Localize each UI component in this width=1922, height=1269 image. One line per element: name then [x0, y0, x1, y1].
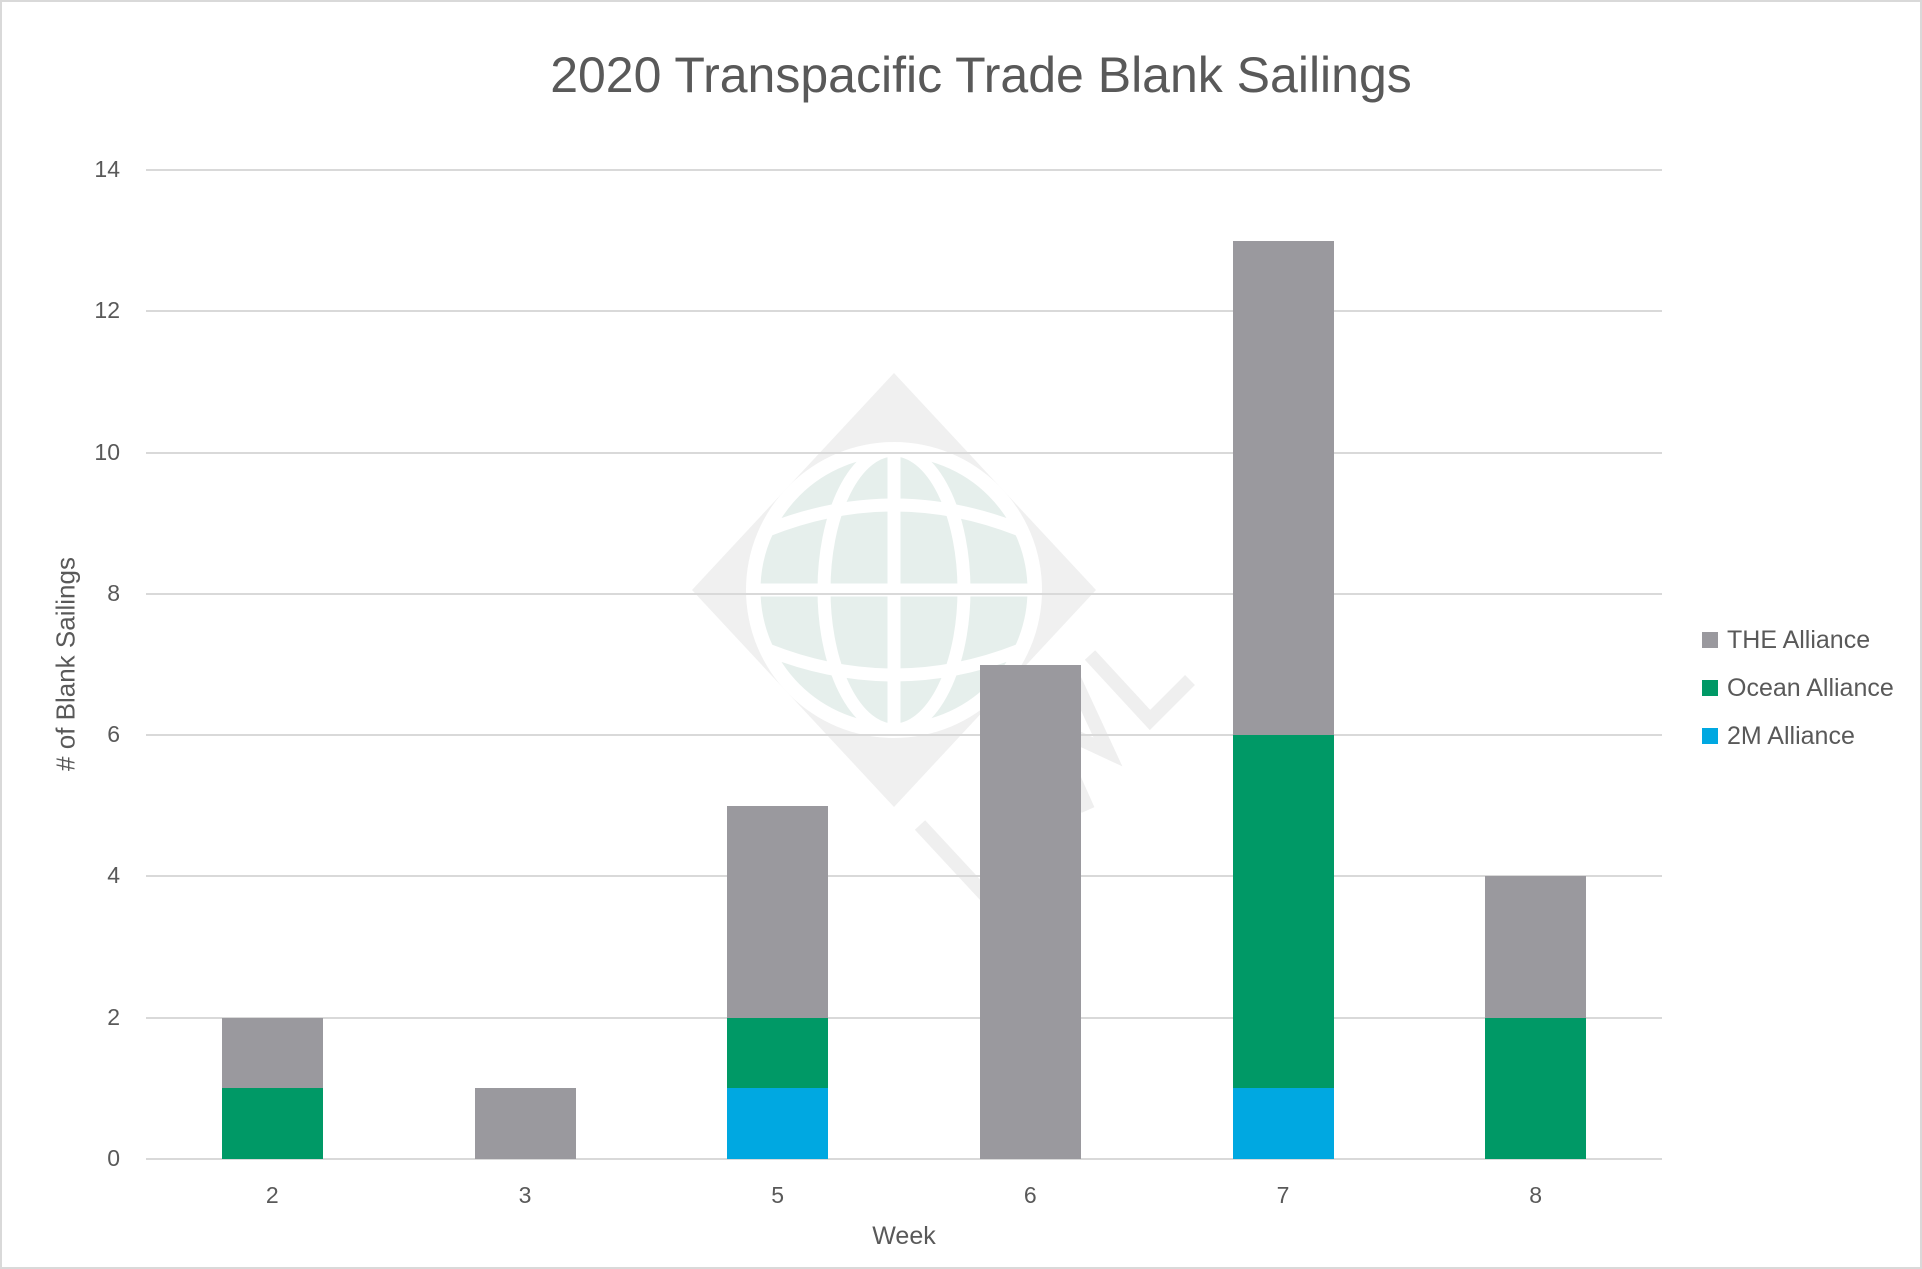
x-tick-label: 7 [1276, 1182, 1290, 1208]
stacked-bar-week-3 [474, 170, 576, 1159]
plot-area [146, 169, 1662, 1160]
bar-segment-the-alliance [727, 805, 829, 1018]
legend-label: Ocean Alliance [1727, 673, 1894, 702]
y-tick-label: 4 [107, 862, 120, 889]
legend: THE Alliance Ocean Alliance 2M Alliance [1702, 616, 1894, 760]
gridline [146, 310, 1662, 313]
bar-segment-the-alliance [1485, 876, 1587, 1018]
legend-swatch-icon [1702, 728, 1718, 744]
stacked-bar-week-2 [221, 170, 323, 1159]
x-tick-label: 2 [265, 1182, 279, 1208]
legend-item: 2M Alliance [1702, 712, 1894, 760]
legend-item: Ocean Alliance [1702, 664, 1894, 712]
bar-segment-the-alliance [474, 1088, 576, 1159]
y-tick-label: 8 [107, 579, 120, 606]
stacked-bar-week-8 [1485, 170, 1587, 1159]
x-axis-title: Week [872, 1222, 936, 1250]
y-tick-label: 12 [94, 297, 120, 324]
gridline [146, 875, 1662, 878]
bar-segment-ocean-alliance [727, 1017, 829, 1089]
y-tick-label: 0 [107, 1145, 120, 1171]
bar-segment-ocean-alliance [221, 1088, 323, 1159]
gridline [146, 734, 1662, 737]
legend-swatch-icon [1702, 680, 1718, 696]
gridline [146, 169, 1662, 171]
chart-title: 2020 Transpacific Trade Blank Sailings [550, 47, 1412, 103]
x-tick-label: 8 [1529, 1182, 1543, 1208]
stacked-bar-week-5 [727, 170, 829, 1159]
x-tick-label: 3 [518, 1182, 532, 1208]
y-tick-label: 6 [107, 721, 120, 748]
gridline [146, 592, 1662, 595]
y-axis-title: # of Blank Sailings [50, 557, 81, 771]
x-tick-label: 5 [771, 1182, 785, 1208]
gridline [146, 1016, 1662, 1019]
legend-label: THE Alliance [1727, 625, 1871, 654]
bar-segment-the-alliance [221, 1017, 323, 1089]
stacked-bar-week-6 [979, 170, 1081, 1159]
y-tick-label: 2 [107, 1003, 120, 1030]
bar-segment-ocean-alliance [1232, 735, 1334, 1089]
gridline [146, 1158, 1662, 1160]
bar-segment-the-alliance [979, 664, 1081, 1159]
y-tick-label: 14 [94, 156, 120, 182]
stacked-bar-week-7 [1232, 170, 1334, 1159]
legend-label: 2M Alliance [1727, 721, 1855, 750]
legend-swatch-icon [1702, 632, 1718, 648]
bar-segment-ocean-alliance [1485, 1017, 1587, 1159]
legend-item: THE Alliance [1702, 616, 1894, 664]
bar-segment-2m-alliance [1232, 1088, 1334, 1159]
y-tick-label: 10 [94, 438, 120, 465]
bar-segment-2m-alliance [727, 1088, 829, 1159]
x-tick-label: 6 [1023, 1182, 1037, 1208]
gridline [146, 451, 1662, 454]
bar-segment-the-alliance [1232, 240, 1334, 736]
